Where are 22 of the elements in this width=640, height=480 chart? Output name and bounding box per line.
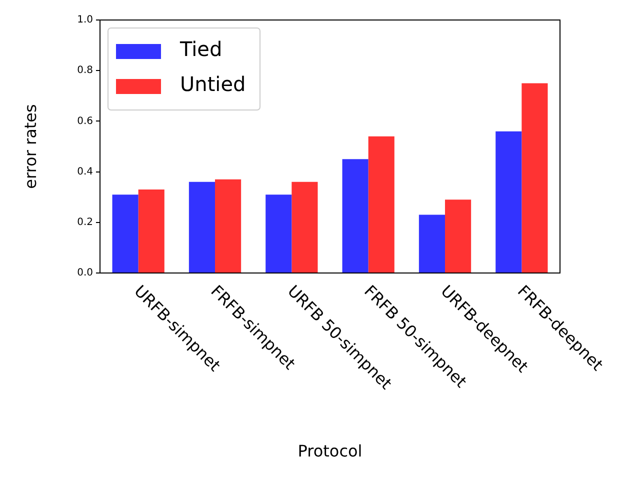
- bar: [292, 182, 318, 272]
- bar: [522, 83, 548, 272]
- bar: [138, 190, 164, 272]
- bar: [112, 194, 138, 272]
- bar: [266, 194, 292, 272]
- legend-label: Tied: [179, 37, 222, 62]
- x-axis-title: Protocol: [298, 442, 362, 461]
- y-tick-label: 0.0: [77, 268, 93, 279]
- y-tick-label: 0.2: [77, 216, 93, 228]
- bar: [418, 214, 445, 272]
- y-tick-label: 0.4: [77, 166, 93, 178]
- legend-label: Untied: [180, 72, 246, 96]
- bar: [215, 179, 242, 272]
- y-tick-label: 0.6: [77, 116, 93, 127]
- y-tick-label: 0.8: [77, 65, 93, 76]
- bar: [342, 159, 368, 272]
- bar: [188, 182, 215, 272]
- y-tick-label: 1.0: [77, 14, 93, 26]
- bar: [445, 200, 472, 272]
- y-axis-title: error rates: [20, 104, 40, 189]
- bar: [368, 136, 394, 272]
- bar: [496, 131, 522, 272]
